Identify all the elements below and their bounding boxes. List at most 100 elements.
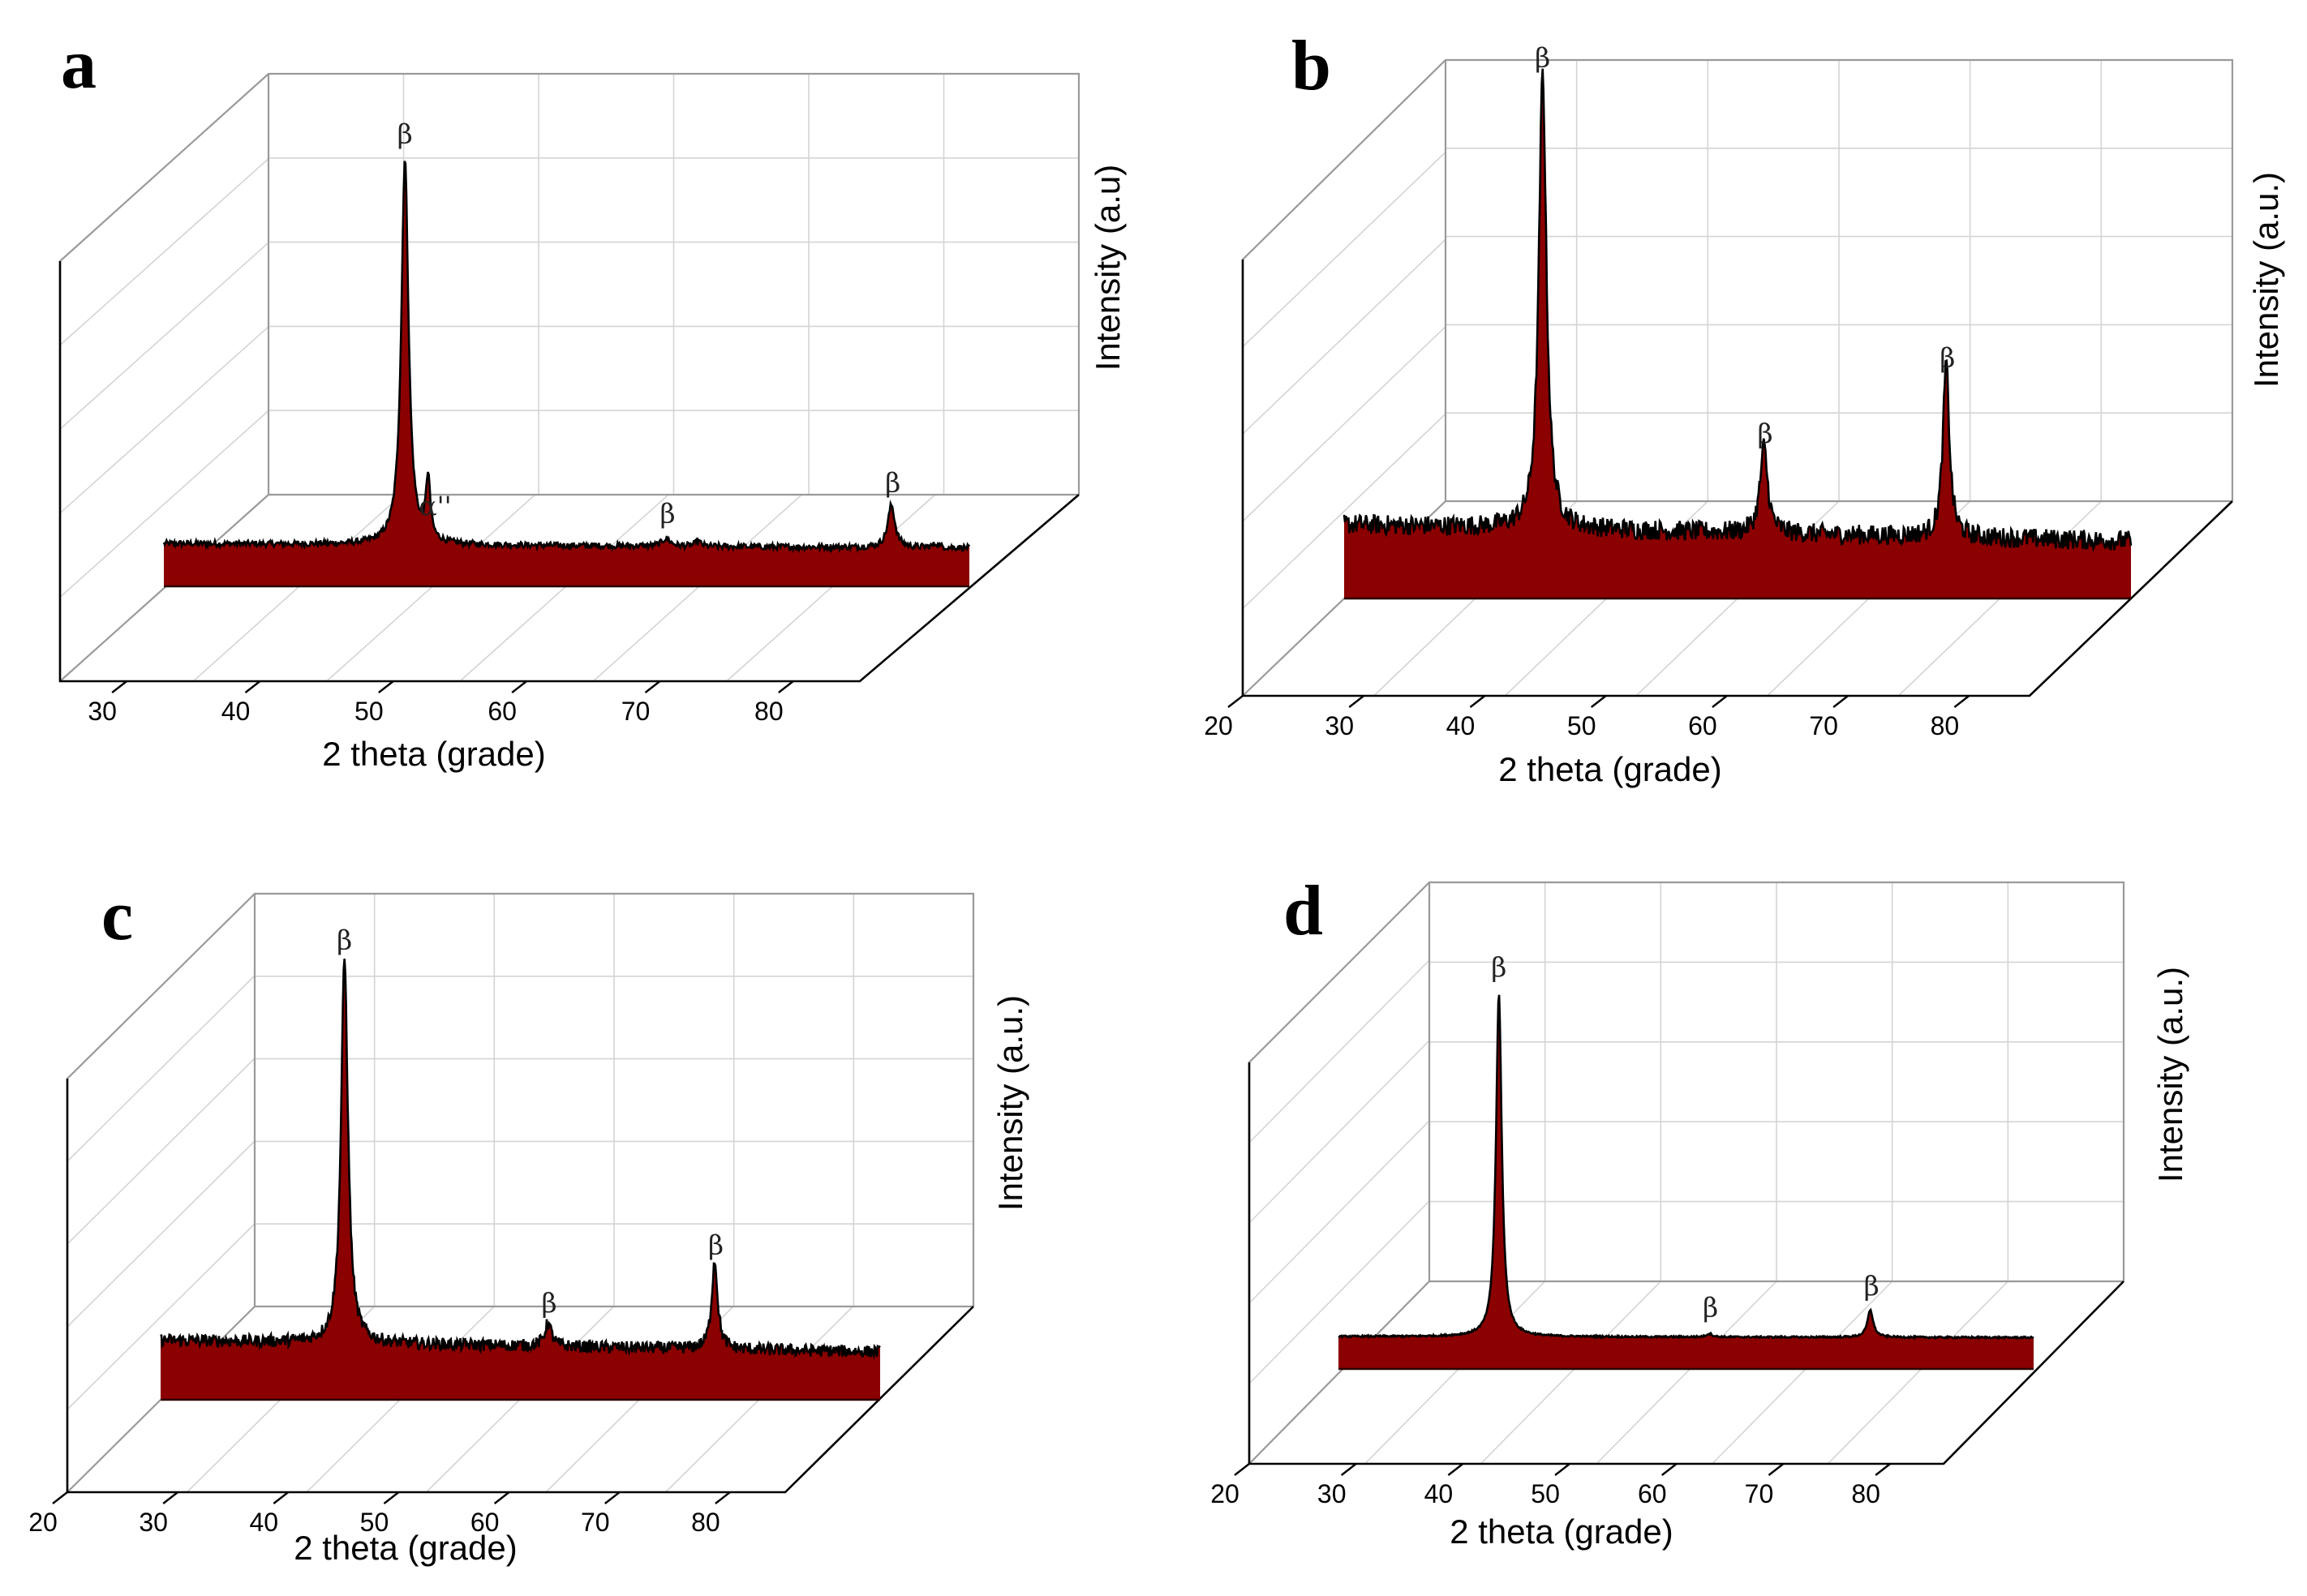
peak-label: β: [885, 466, 900, 498]
panel-a: 30 40 50 60 70 80 β α'' β β a 2 theta (grade) Intens…: [58, 25, 1127, 773]
panel-b: 20 30 40 50 60 70 80 β β β b 2 theta (grade) Intensi…: [1204, 27, 2285, 788]
x-tick: [1348, 695, 1364, 708]
x-tick: [162, 1491, 178, 1504]
x-tick-label: 40: [250, 1508, 279, 1537]
x-tick-label: 30: [1325, 711, 1354, 740]
gridline: [726, 494, 936, 682]
gridline: [1242, 152, 1446, 348]
x-tick-label: 60: [488, 697, 517, 726]
frame-edge: [1248, 1281, 1430, 1465]
gridline: [1242, 413, 1446, 609]
spectrum-area: [161, 959, 880, 1400]
peak-label: β: [1940, 341, 1955, 373]
peak-label: β: [660, 498, 676, 530]
gridline: [59, 410, 269, 598]
peak-label: α'': [419, 490, 451, 521]
x-tick: [1469, 695, 1486, 708]
gridline: [67, 1140, 256, 1328]
x-tick: [1832, 695, 1849, 708]
gridline: [67, 975, 256, 1162]
x-tick-label: 20: [1210, 1479, 1239, 1508]
x-axis-label: 2 theta (grade): [322, 735, 546, 773]
axis-line: [1248, 1062, 2124, 1465]
x-tick: [493, 1491, 510, 1504]
x-tick-label: 80: [691, 1508, 720, 1537]
x-tick: [52, 1491, 68, 1504]
x-axis-label: 2 theta (grade): [1498, 750, 1722, 788]
gridline: [459, 494, 669, 682]
x-tick: [644, 680, 661, 693]
gridline: [192, 494, 402, 682]
gridline: [592, 494, 802, 682]
x-tick-label: 70: [581, 1508, 610, 1537]
spectrum-line: [162, 161, 971, 554]
spectrum-line: [1338, 994, 2034, 1341]
panel-d: 20 30 40 50 60 70 80 β β β d 2 theta (grade) Intensi…: [1210, 872, 2189, 1551]
x-tick: [1234, 1463, 1250, 1476]
x-tick: [1590, 695, 1607, 708]
peak-label: β: [337, 924, 352, 955]
gridline: [1596, 1281, 1777, 1465]
x-axis-label: 2 theta (grade): [1450, 1512, 1673, 1551]
x-tick: [715, 1491, 731, 1504]
x-tick: [778, 680, 794, 693]
y-axis-label: Intensity (a.u): [1089, 165, 1127, 371]
x-tick: [511, 680, 527, 693]
panel-label: c: [101, 877, 133, 955]
x-tick-label: 40: [1424, 1479, 1454, 1508]
panel-label: a: [61, 25, 97, 104]
x-tick: [273, 1491, 290, 1504]
spectrum-area: [1344, 68, 2131, 598]
panel-label: b: [1291, 27, 1331, 105]
spectrum-line: [1343, 68, 2133, 552]
peak-label: β: [1703, 1291, 1718, 1323]
gridline: [1712, 1281, 1893, 1465]
x-tick-label: 40: [1446, 711, 1476, 740]
peak-label: β: [1535, 41, 1550, 73]
x-tick: [1227, 695, 1244, 708]
gridline: [59, 326, 269, 514]
x-tick: [1953, 695, 1970, 708]
x-tick-label: 70: [621, 697, 651, 726]
gridline: [1242, 238, 1446, 435]
x-tick-label: 50: [1531, 1479, 1560, 1508]
peak-label: β: [1491, 951, 1506, 983]
x-tick: [1340, 1463, 1357, 1476]
x-tick-label: 80: [754, 697, 784, 726]
gridline: [1248, 1200, 1430, 1384]
y-axis-label: Intensity (a.u.): [2151, 967, 2189, 1182]
x-tick-label: 30: [88, 697, 117, 726]
gridline: [1827, 1281, 2008, 1465]
peak-label: β: [1758, 418, 1773, 449]
x-tick-label: 60: [1688, 711, 1717, 740]
gridline: [326, 494, 536, 682]
gridline: [67, 1058, 256, 1245]
x-tick: [1554, 1463, 1570, 1476]
gridline: [59, 242, 269, 430]
x-tick-label: 80: [1851, 1479, 1880, 1508]
gridline: [1242, 326, 1446, 522]
x-tick-label: 60: [470, 1508, 500, 1537]
x-tick-label: 70: [1745, 1479, 1774, 1508]
x-tick-label: 60: [1638, 1479, 1667, 1508]
gridline: [1248, 959, 1430, 1143]
gridline: [1248, 1120, 1430, 1304]
panel-label: d: [1283, 872, 1323, 950]
x-tick: [604, 1491, 621, 1504]
spectrum-line: [160, 959, 881, 1360]
gridline: [1364, 1281, 1546, 1465]
gridline: [59, 158, 269, 346]
x-tick-label: 70: [1809, 711, 1838, 740]
frame-edge: [59, 494, 269, 682]
x-tick: [383, 1491, 400, 1504]
x-tick: [244, 680, 261, 693]
x-tick: [1661, 1463, 1678, 1476]
gridline: [1480, 1281, 1661, 1465]
x-tick-label: 50: [354, 697, 384, 726]
panel-c: 20 30 40 50 60 70 80 β β β c 2 theta (grade) Intensi…: [28, 877, 1029, 1567]
gridline: [1248, 1040, 1430, 1224]
x-tick-label: 20: [28, 1508, 58, 1537]
x-tick-label: 30: [139, 1508, 168, 1537]
x-tick-label: 30: [1317, 1479, 1347, 1508]
peak-label: β: [397, 118, 413, 149]
